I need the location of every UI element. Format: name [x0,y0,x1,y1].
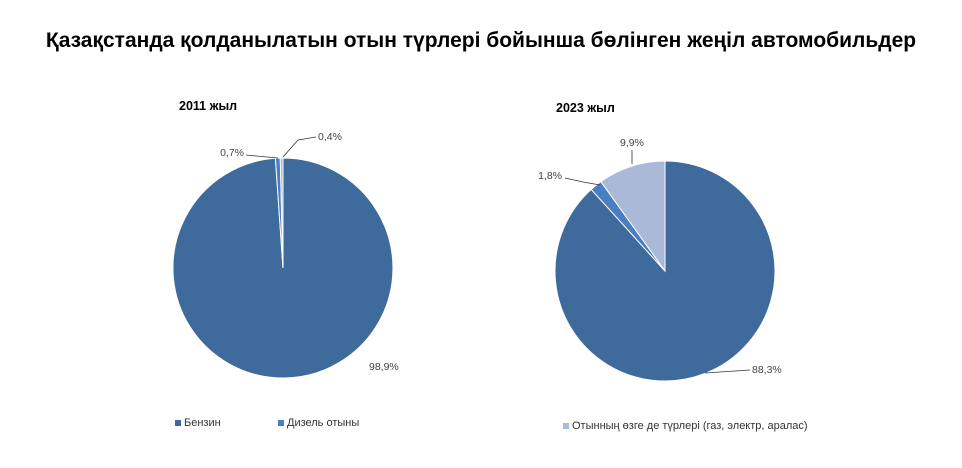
pie-2011: 98,9% 0,7% 0,4% [172,131,399,379]
legend-swatch-other [563,423,569,429]
chart-title: Қазақстанда қолданылатын отын түрлері бо… [45,29,917,52]
pie-2023-leader-1 [564,177,601,186]
pie-2011-data-label-1: 0,7% [220,147,244,159]
legend-swatch-diesel [278,420,284,426]
legend-item-benzin: Бензин [175,417,221,429]
pie-2011-data-label-0: 98,9% [369,361,399,373]
pie-2023-leader-0 [704,369,751,374]
legend-label-diesel: Дизель отыны [287,417,360,429]
pie-2023-data-label-1: 1,8% [538,170,562,182]
legend-item-diesel: Дизель отыны [278,417,359,429]
legend-item-other: Отынның өзге де түрлері (газ, электр, ар… [563,420,808,432]
pie-2023-data-label-0: 88,3% [752,364,782,376]
legend-label-other: Отынның өзге де түрлері (газ, электр, ар… [572,420,808,432]
pie-2023: 88,3% 1,8% 9,9% [538,137,782,382]
pie-2011-data-label-2: 0,4% [318,131,342,143]
pie-2011-leader-2 [282,136,317,158]
legend-label-benzin: Бензин [184,417,221,429]
pie-2011-leader-1 [245,154,279,159]
pie-2011-title: 2011 жыл [179,99,238,113]
pie-2023-title: 2023 жыл [556,101,615,115]
legend-swatch-benzin [175,420,181,426]
pie-2011-slice-2 [279,157,284,269]
pie-2023-slice-2 [600,160,666,273]
pie-2023-data-label-2: 9,9% [620,137,644,149]
